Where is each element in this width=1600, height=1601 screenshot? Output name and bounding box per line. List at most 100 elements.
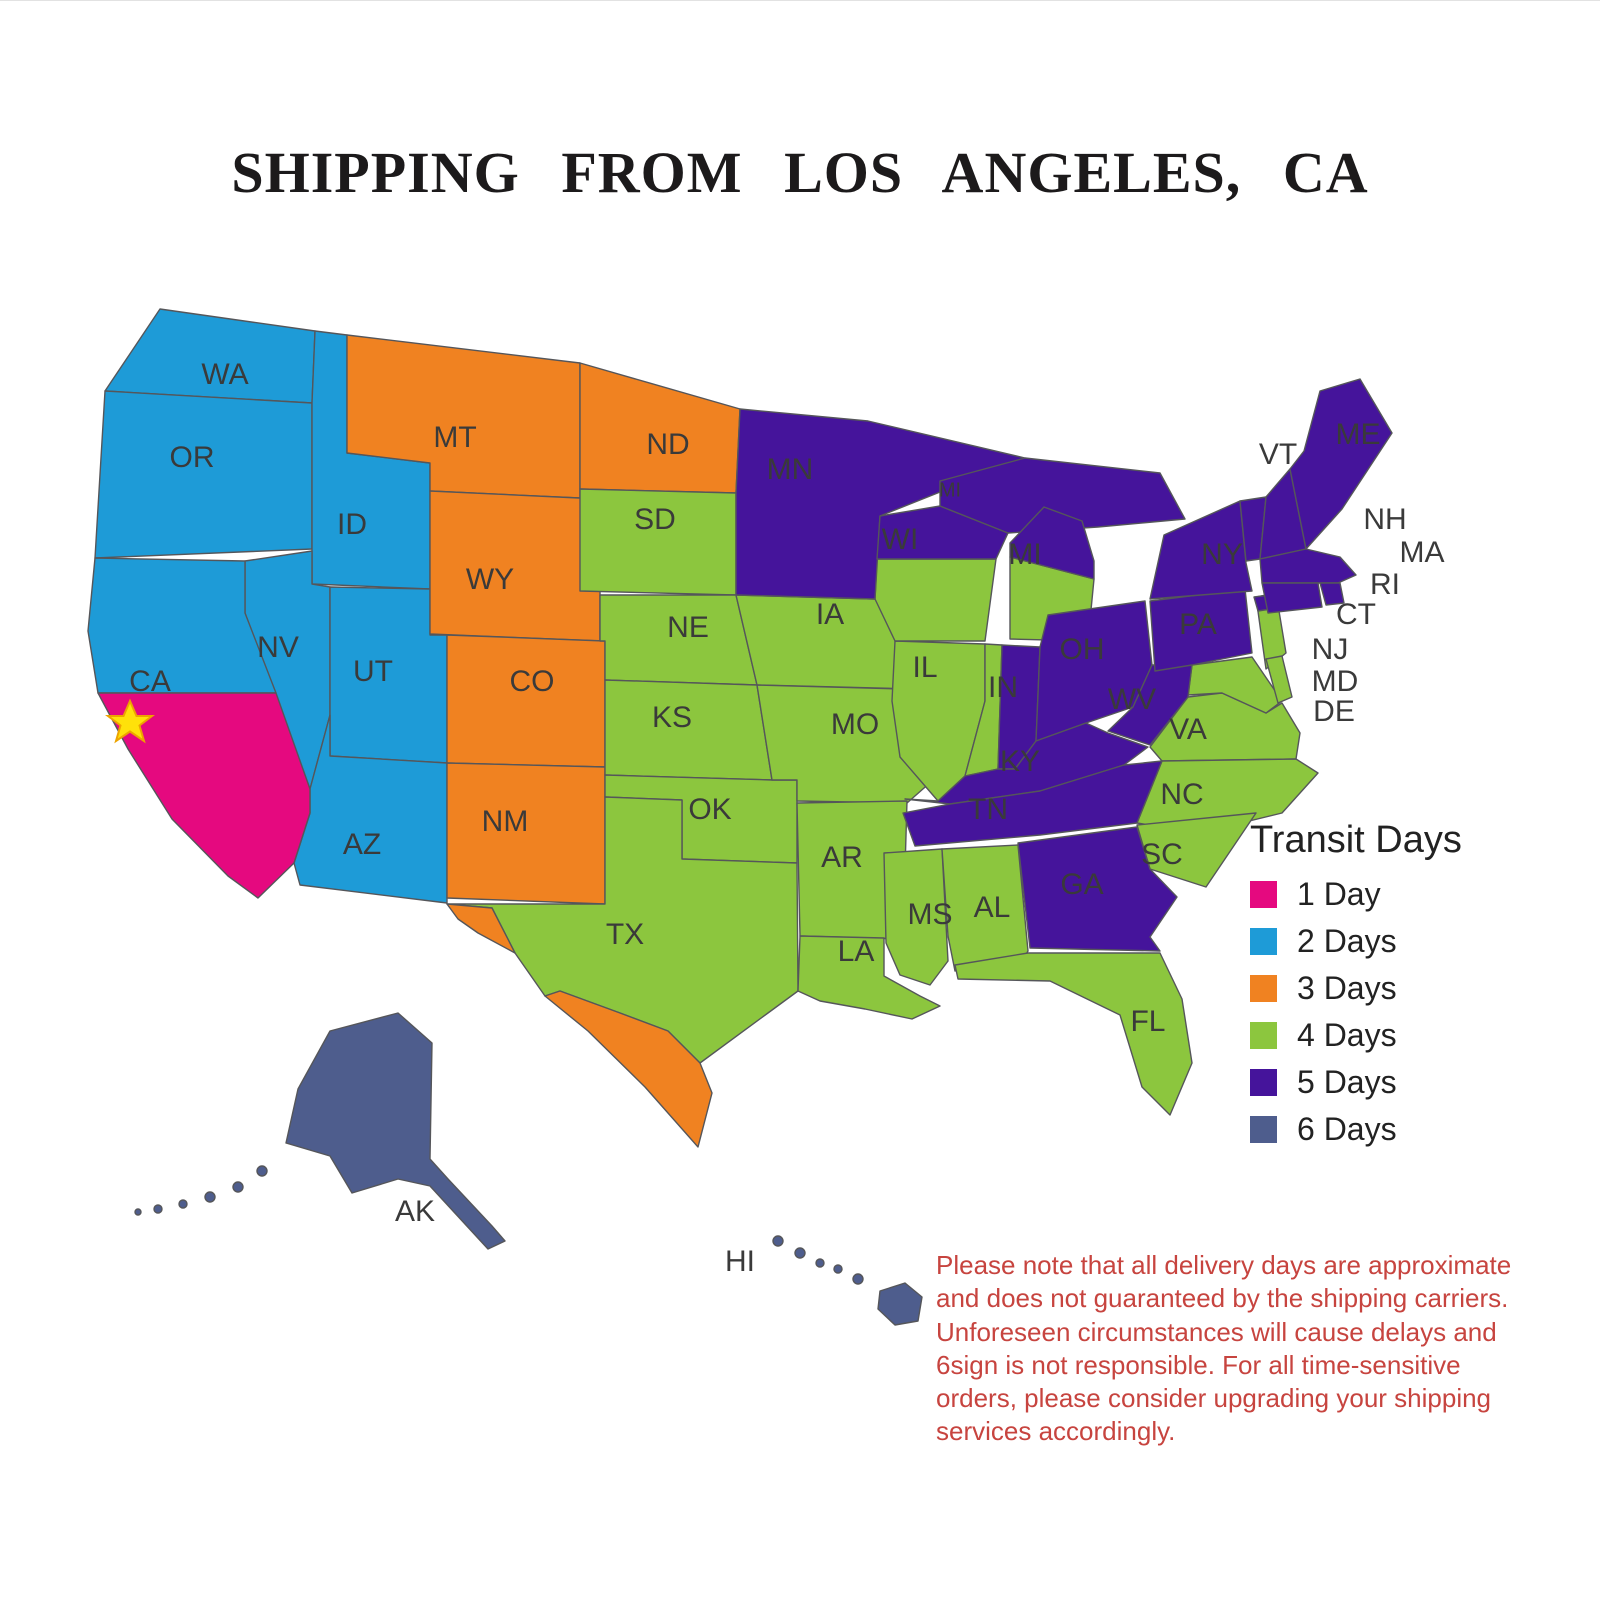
state-label-mi_up: MI [939, 479, 961, 501]
legend-label-5-days: 5 Days [1297, 1063, 1397, 1100]
state-label-nd: ND [646, 428, 689, 461]
state-label-fl: FL [1130, 1005, 1165, 1038]
state-la [797, 935, 941, 1020]
state-ct [1261, 582, 1323, 614]
map-regions [87, 308, 1393, 1326]
state-label-mt: MT [433, 421, 476, 454]
shipping-disclaimer: Please note that all delivery days are a… [936, 1250, 1512, 1447]
state-label-me: ME [1336, 418, 1381, 451]
state-ga [1017, 826, 1178, 952]
state-label-ny: NY [1201, 538, 1243, 571]
state-tx-south-tip [544, 990, 713, 1148]
legend-title: Transit Days [1250, 819, 1462, 861]
state-label-ar: AR [821, 841, 863, 874]
state-label-nc: NC [1160, 778, 1203, 811]
state-label-ks: KS [652, 701, 692, 734]
state-label-ms: MS [908, 898, 953, 931]
state-wy [429, 490, 601, 642]
state-label-nv: NV [257, 631, 299, 664]
state-label-oh: OH [1060, 633, 1105, 666]
ak-island [178, 1199, 188, 1209]
legend-swatch-6-days [1250, 1115, 1277, 1143]
state-label-ak: AK [395, 1195, 435, 1228]
legend-item-3-days: 3 Days [1250, 969, 1462, 1006]
state-label-in: IN [988, 671, 1018, 704]
state-label-nj: NJ [1312, 633, 1349, 666]
page-title: SHIPPING FROM LOS ANGELES, CA [231, 140, 1369, 205]
state-label-nm: NM [482, 805, 529, 838]
legend-swatch-2-days [1250, 927, 1277, 955]
state-label-ct: CT [1336, 598, 1376, 631]
hi-island [772, 1235, 784, 1247]
legend-swatch-1-day [1250, 880, 1277, 908]
hi-island [815, 1258, 825, 1268]
ak-island [204, 1191, 216, 1203]
ak-island [232, 1181, 244, 1193]
legend-label-4-days: 4 Days [1297, 1016, 1397, 1053]
state-label-sc: SC [1141, 838, 1183, 871]
origin-star-icon [105, 698, 155, 744]
state-label-id: ID [337, 508, 367, 541]
state-label-pa: PA [1179, 608, 1217, 641]
state-wi-south [874, 558, 997, 642]
state-ca-south [97, 692, 311, 899]
state-tn [902, 760, 1163, 847]
legend-item-2-days: 2 Days [1250, 922, 1462, 959]
state-label-wv: WV [1108, 683, 1156, 716]
state-fl [954, 952, 1193, 1116]
state-tx-west-nub [446, 903, 516, 954]
state-label-az: AZ [343, 828, 381, 861]
hi-island [833, 1264, 843, 1274]
legend-label-1-day: 1 Day [1297, 875, 1381, 912]
state-label-ca: CA [129, 665, 171, 698]
state-label-ia: IA [816, 598, 844, 631]
legend-swatch-4-days [1250, 1021, 1277, 1049]
state-label-wa: WA [201, 358, 248, 391]
state-label-nh: NH [1363, 503, 1406, 536]
hi-island [794, 1247, 806, 1259]
state-label-ok: OK [688, 793, 731, 826]
state-label-hi: HI [725, 1245, 755, 1278]
hi-big-island [877, 1282, 923, 1326]
state-label-ky: KY [1000, 745, 1040, 778]
state-label-al: AL [974, 891, 1011, 924]
state-label-de: DE [1313, 695, 1355, 728]
state-mi-north [1009, 506, 1095, 580]
state-label-ut: UT [353, 655, 393, 688]
transit-days-legend: Transit Days 1 Day 2 Days 3 Days 4 Days … [1250, 819, 1462, 1160]
state-label-or: OR [170, 441, 215, 474]
state-label-il: IL [912, 651, 937, 684]
state-ak [285, 1012, 506, 1250]
state-label-md: MD [1312, 665, 1359, 698]
state-label-wy: WY [466, 563, 514, 596]
state-label-sd: SD [634, 503, 676, 536]
state-label-ma: MA [1400, 536, 1445, 569]
state-label-mn: MN [767, 453, 814, 486]
state-label-ri: RI [1370, 568, 1400, 601]
state-labels: WA OR ID MT WY NV UT CA AZ CO NM ND SD NE KS OK TX MN IA MO… [129, 358, 1444, 1278]
state-or [94, 390, 313, 559]
state-label-mi: MI [1008, 538, 1041, 571]
legend-swatch-5-days [1250, 1068, 1277, 1096]
state-label-mo: MO [831, 708, 879, 741]
ak-island [134, 1208, 142, 1216]
legend-label-3-days: 3 Days [1297, 969, 1397, 1006]
state-label-tn: TN [968, 793, 1008, 826]
state-co [446, 634, 606, 768]
state-de [1265, 655, 1293, 704]
legend-item-5-days: 5 Days [1250, 1063, 1462, 1100]
legend-item-1-day: 1 Day [1250, 875, 1462, 912]
hi-island [852, 1273, 864, 1285]
legend-item-4-days: 4 Days [1250, 1016, 1462, 1053]
state-label-ga: GA [1060, 868, 1103, 901]
legend-label-2-days: 2 Days [1297, 922, 1397, 959]
state-label-va: VA [1169, 713, 1207, 746]
legend-item-6-days: 6 Days [1250, 1110, 1462, 1147]
state-label-vt: VT [1259, 438, 1297, 471]
legend-label-6-days: 6 Days [1297, 1110, 1397, 1147]
legend-swatch-3-days [1250, 974, 1277, 1002]
state-wi-north [876, 505, 1009, 560]
state-label-tx: TX [606, 918, 644, 951]
state-mi-upper [939, 457, 1186, 534]
